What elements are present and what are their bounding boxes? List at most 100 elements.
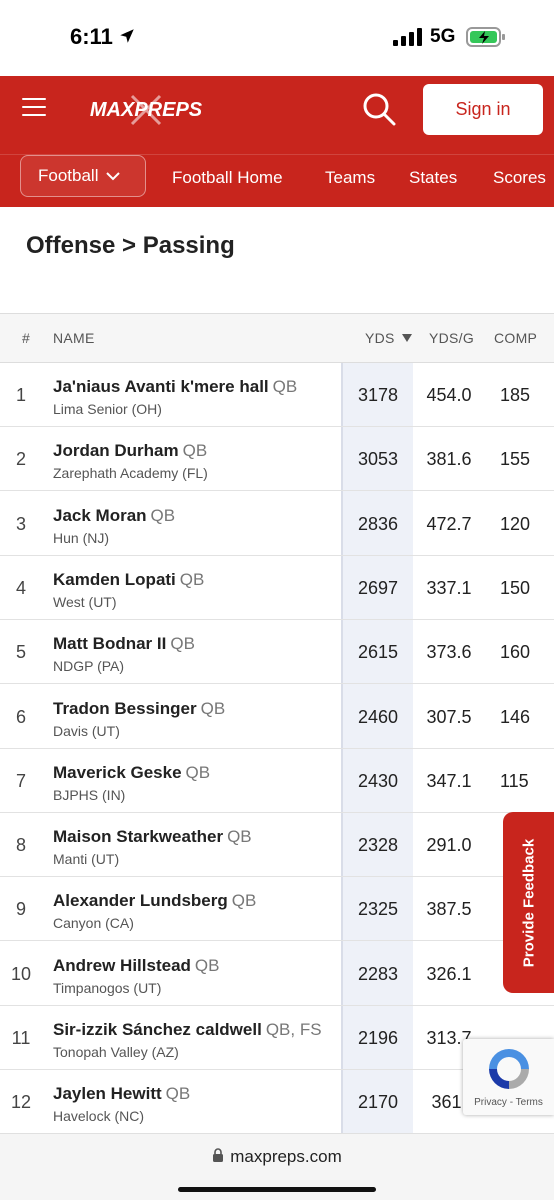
player-position: QB [231, 891, 257, 911]
table-row[interactable]: 5 Matt Bodnar II QB NDGP (PA) 2615 373.6 160 [0, 620, 554, 685]
player-name-link[interactable]: Sir-izzik Sánchez caldwell QB, FS [53, 1020, 322, 1039]
row-comp: 146 [500, 706, 531, 727]
player-position: QB [200, 698, 226, 718]
player-name-link[interactable]: Andrew Hillstead QB [53, 955, 220, 975]
player-name-link[interactable]: Kamden Lopati QB [53, 569, 205, 589]
player-name-link[interactable]: Ja'niaus Avanti k'mere hall QB [53, 377, 298, 396]
row-comp: 120 [500, 513, 531, 534]
home-indicator[interactable] [178, 1187, 376, 1192]
recaptcha-icon [489, 1049, 529, 1089]
row-rank: 3 [15, 513, 26, 534]
lock-icon [213, 1148, 224, 1162]
maxpreps-logo[interactable]: MAXPREPS [86, 92, 206, 128]
row-yds: 2328 [357, 835, 399, 856]
row-rank: 2 [15, 449, 26, 470]
provide-feedback-button[interactable]: Provide Feedback [503, 812, 554, 993]
header-yds-sorted[interactable]: YDS [365, 330, 412, 346]
row-yds: 2170 [357, 1092, 399, 1113]
player-name-link[interactable]: Alexander Lundsberg QB [53, 891, 257, 911]
row-yds-per-game: 313.7 [426, 1028, 472, 1048]
player-school-link[interactable]: Davis (UT) [53, 722, 120, 739]
row-rank: 1 [15, 385, 26, 405]
search-icon[interactable] [362, 92, 396, 126]
table-row[interactable]: 1 Ja'niaus Avanti k'mere hall QB Lima Senio… [0, 363, 554, 427]
sport-selector-label: Football [38, 166, 99, 185]
row-rank: 11 [11, 1028, 31, 1048]
player-position: QB [182, 441, 208, 461]
table-row[interactable]: 7 Maverick Geske QB BJPHS (IN) 2430 347.1 115 [0, 749, 554, 813]
location-arrow-icon [120, 29, 134, 43]
row-yds: 3053 [357, 449, 399, 470]
row-yds-per-game: 291.0 [426, 835, 472, 856]
player-name-link[interactable]: Tradon Bessinger QB [53, 698, 226, 718]
row-rank: 9 [15, 899, 26, 920]
nav-link-scores[interactable]: Scores [493, 168, 546, 187]
table-row[interactable]: 11 Sir-izzik Sánchez caldwell QB, FS Tonopa… [0, 1006, 554, 1070]
table-row[interactable]: 9 Alexander Lundsberg QB Canyon (CA) 2325 387… [0, 877, 554, 942]
browser-address-bar[interactable]: maxpreps.com [0, 1133, 554, 1200]
sign-in-button[interactable]: Sign in [423, 84, 543, 135]
row-yds-per-game: 326.1 [426, 963, 472, 984]
chevron-down-icon [106, 171, 121, 180]
row-comp: 160 [500, 642, 531, 663]
sorted-column-highlight [341, 313, 413, 1134]
battery-charging-icon [466, 27, 505, 47]
player-school-link[interactable]: Tonopah Valley (AZ) [53, 1044, 179, 1060]
player-school-link[interactable]: Havelock (NC) [53, 1108, 145, 1125]
recaptcha-badge[interactable]: Privacy - Terms [463, 1039, 554, 1115]
row-yds-per-game: 337.1 [426, 577, 472, 598]
player-school-link[interactable]: Lima Senior (OH) [53, 401, 162, 417]
player-position: QB [170, 634, 195, 654]
row-yds-per-game: 472.7 [426, 513, 472, 534]
player-name-link[interactable]: Jack Moran QB [53, 505, 176, 525]
player-school-link[interactable]: Canyon (CA) [53, 915, 134, 932]
nav-link-teams[interactable]: Teams [325, 168, 376, 187]
status-bar: 6:11 5G [0, 0, 554, 76]
player-name-link[interactable]: Maison Starkweather QB [53, 827, 252, 847]
sport-selector-dropdown[interactable]: Football [20, 155, 146, 197]
row-yds-per-game: 347.1 [426, 770, 472, 791]
player-name-link[interactable]: Maverick Geske QB [53, 762, 211, 782]
row-rank: 5 [15, 642, 26, 663]
row-rank: 7 [15, 770, 26, 791]
player-position: QB [179, 569, 205, 589]
header-rank: # [22, 330, 31, 346]
table-row[interactable]: 8 Maison Starkweather QB Manti (UT) 2328 291.… [0, 813, 554, 878]
row-rank: 8 [15, 835, 26, 856]
page-title: Offense > Passing [26, 232, 235, 259]
table-row[interactable]: 3 Jack Moran QB Hun (NJ) 2836 472.7 120 [0, 492, 554, 556]
hamburger-menu-icon[interactable] [22, 98, 46, 118]
row-rank: 6 [15, 706, 26, 727]
nav-link-football-home[interactable]: Football Home [172, 168, 283, 187]
table-row[interactable]: 10 Andrew Hillstead QB Timpanogos (UT) 2283 3… [0, 942, 554, 1006]
row-yds: 2615 [357, 642, 399, 663]
player-name-link[interactable]: Matt Bodnar II QB [53, 634, 195, 654]
table-row[interactable]: 4 Kamden Lopati QB West (UT) 2697 337.1 150 [0, 556, 554, 620]
player-school-link[interactable]: Timpanogos (UT) [53, 979, 162, 996]
player-position: QB [272, 377, 298, 396]
player-school-link[interactable]: West (UT) [53, 593, 117, 610]
header-yds-per-game[interactable]: YDS/G [429, 330, 475, 346]
player-school-link[interactable]: NDGP (PA) [53, 658, 125, 675]
player-position: QB, FS [265, 1020, 322, 1039]
recaptcha-links[interactable]: Privacy - Terms [474, 1097, 543, 1108]
header-comp[interactable]: COMP [494, 330, 538, 346]
player-school-link[interactable]: BJPHS (IN) [53, 786, 126, 803]
status-time: 6:11 [70, 24, 113, 49]
player-name-link[interactable]: Jaylen Hewitt QB [53, 1084, 191, 1104]
player-school-link[interactable]: Manti (UT) [53, 851, 120, 868]
nav-link-states[interactable]: States [409, 168, 458, 187]
table-row[interactable]: 2 Jordan Durham QB Zarephath Academy (FL) 30… [0, 427, 554, 492]
sport-nav-bar [0, 154, 554, 207]
player-school-link[interactable]: Zarephath Academy (FL) [53, 465, 208, 482]
network-type: 5G [430, 26, 456, 47]
table-row[interactable]: 6 Tradon Bessinger QB Davis (UT) 2460 307.5 14… [0, 685, 554, 749]
row-rank: 4 [15, 577, 26, 598]
player-position: QB [185, 762, 211, 782]
header-name[interactable]: NAME [53, 330, 95, 346]
player-name-link[interactable]: Jordan Durham QB [53, 441, 208, 461]
player-school-link[interactable]: Hun (NJ) [53, 529, 110, 546]
row-yds: 3178 [357, 385, 399, 405]
row-yds: 2430 [357, 770, 399, 791]
row-comp: 155 [500, 449, 531, 470]
